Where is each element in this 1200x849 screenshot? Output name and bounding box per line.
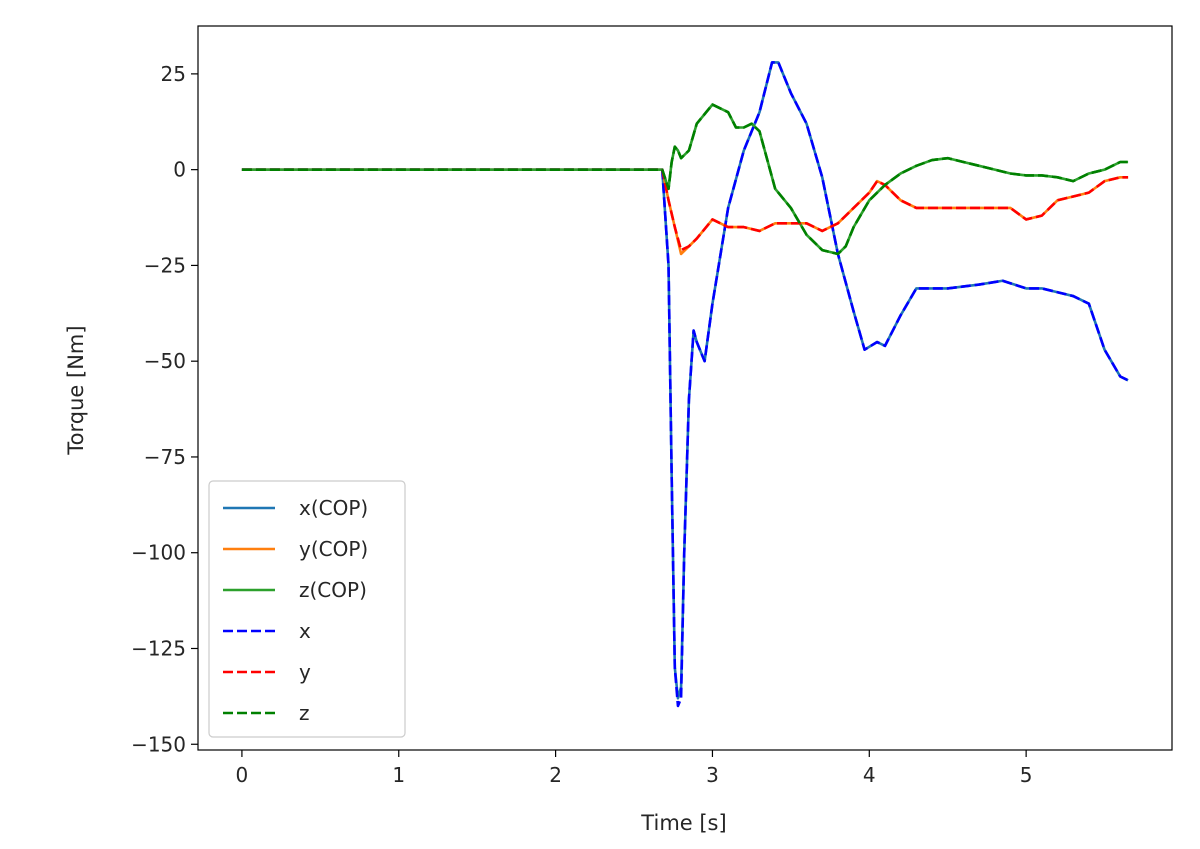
y-tick-label: −150 (131, 732, 186, 756)
legend-label: z (299, 701, 310, 725)
legend-label: x(COP) (299, 496, 368, 520)
legend: x(COP) y(COP) z(COP) xyz (208, 480, 406, 738)
series-line-dashed-z (241, 103, 1129, 256)
y-tick-label: −125 (131, 636, 186, 660)
x-tick-label: 0 (236, 763, 249, 787)
y-tick-label: −75 (144, 445, 186, 469)
legend-label: x (299, 619, 311, 643)
x-axis-label: Time [s] (640, 811, 726, 835)
plot-area (241, 61, 1129, 708)
legend-label: y(COP) (299, 537, 368, 561)
y-tick-label: −50 (144, 349, 186, 373)
x-tick-label: 4 (863, 763, 876, 787)
y-tick-label: 0 (173, 158, 186, 182)
y-tick-label: −100 (131, 541, 186, 565)
y-axis-label: Torque [Nm] (64, 325, 88, 455)
series-line-dashed-x (241, 61, 1129, 708)
legend-label: z(COP) (299, 578, 367, 602)
y-tick-label: −25 (144, 253, 186, 277)
plot-frame (197, 25, 1173, 751)
y-tick-label: 25 (161, 62, 186, 86)
x-tick-label: 1 (392, 763, 405, 787)
legend-label: y (299, 660, 311, 684)
x-tick-label: 3 (706, 763, 719, 787)
axes: 0 1 2 3 4 5 25 0 −25 −50 −75 −100 −125 −150 (131, 25, 1173, 787)
x-tick-label: 5 (1020, 763, 1033, 787)
x-tick-label: 2 (549, 763, 562, 787)
